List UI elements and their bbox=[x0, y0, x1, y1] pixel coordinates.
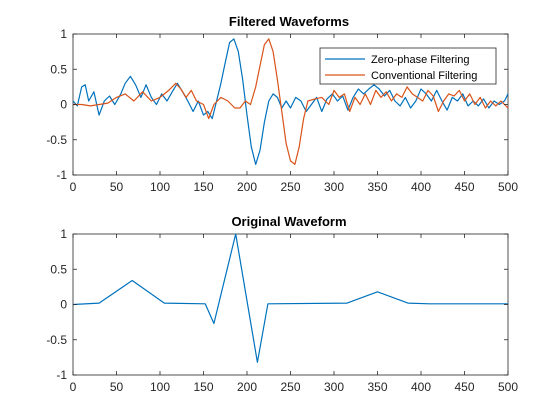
bottom-x-tick-label: 50 bbox=[110, 380, 124, 394]
top-x-tick-label: 250 bbox=[280, 180, 300, 194]
top-x-tick-label: 300 bbox=[324, 180, 344, 194]
bottom-x-tick-label: 150 bbox=[193, 380, 213, 394]
top-x-tick-label: 350 bbox=[367, 180, 387, 194]
top-y-tick-label: -1 bbox=[56, 168, 67, 182]
top-chart-title: Filtered Waveforms bbox=[229, 14, 349, 29]
bottom-y-tick-label: 0 bbox=[60, 298, 67, 312]
bottom-series-lines bbox=[72, 233, 508, 363]
top-x-tick-label: 50 bbox=[110, 180, 124, 194]
top-x-tick-label: 200 bbox=[237, 180, 257, 194]
bottom-y-tick-label: 1 bbox=[60, 227, 67, 241]
bottom-x-tick-label: 200 bbox=[237, 380, 257, 394]
bottom-x-tick-label: 350 bbox=[367, 380, 387, 394]
bottom-plot-area bbox=[72, 233, 509, 376]
top-x-tick-label: 150 bbox=[193, 180, 213, 194]
top-axes: Filtered Waveforms 0 50 100 150 200 250 300 350… bbox=[46, 14, 518, 194]
bottom-axis-ticks: 0 50 100 150 200 250 300 350 400 450 500 -1 -0.5 0 0.5… bbox=[46, 227, 518, 394]
bottom-x-tick-label: 300 bbox=[324, 380, 344, 394]
legend-label-zero-phase: Zero-phase Filtering bbox=[371, 54, 469, 66]
bottom-x-tick-label: 100 bbox=[150, 380, 170, 394]
top-x-tick-label: 0 bbox=[70, 180, 77, 194]
bottom-y-tick-label: -1 bbox=[56, 368, 67, 382]
bottom-y-tick-label: -0.5 bbox=[46, 333, 67, 347]
bottom-series-line-0 bbox=[72, 233, 508, 363]
bottom-x-tick-label: 400 bbox=[411, 380, 431, 394]
top-series-line-1 bbox=[73, 38, 509, 165]
top-series-lines bbox=[72, 38, 509, 165]
top-x-tick-label: 100 bbox=[150, 180, 170, 194]
top-x-tick-label: 450 bbox=[454, 180, 474, 194]
top-y-tick-label: 1 bbox=[60, 27, 67, 41]
bottom-y-tick-label: 0.5 bbox=[50, 262, 67, 276]
legend-label-conventional: Conventional Filtering bbox=[371, 70, 477, 82]
top-x-tick-label: 400 bbox=[411, 180, 431, 194]
bottom-x-tick-label: 450 bbox=[454, 380, 474, 394]
bottom-chart-title: Original Waveform bbox=[231, 214, 346, 229]
legend-box bbox=[319, 47, 497, 85]
top-y-tick-label: -0.5 bbox=[46, 133, 67, 147]
top-legend: Zero-phase Filtering Conventional Filter… bbox=[319, 47, 497, 85]
bottom-x-tick-label: 0 bbox=[70, 380, 77, 394]
bottom-axes: Original Waveform 0 50 100 150 200 250 300 350 4… bbox=[46, 214, 518, 394]
bottom-x-tick-label: 250 bbox=[280, 380, 300, 394]
top-x-tick-label: 500 bbox=[498, 180, 518, 194]
top-axis-ticks: 0 50 100 150 200 250 300 350 400 450 500 -1 -0.5 0 0.5… bbox=[46, 27, 518, 194]
top-y-tick-label: 0 bbox=[60, 98, 67, 112]
bottom-x-tick-label: 500 bbox=[498, 380, 518, 394]
top-y-tick-label: 0.5 bbox=[50, 62, 67, 76]
